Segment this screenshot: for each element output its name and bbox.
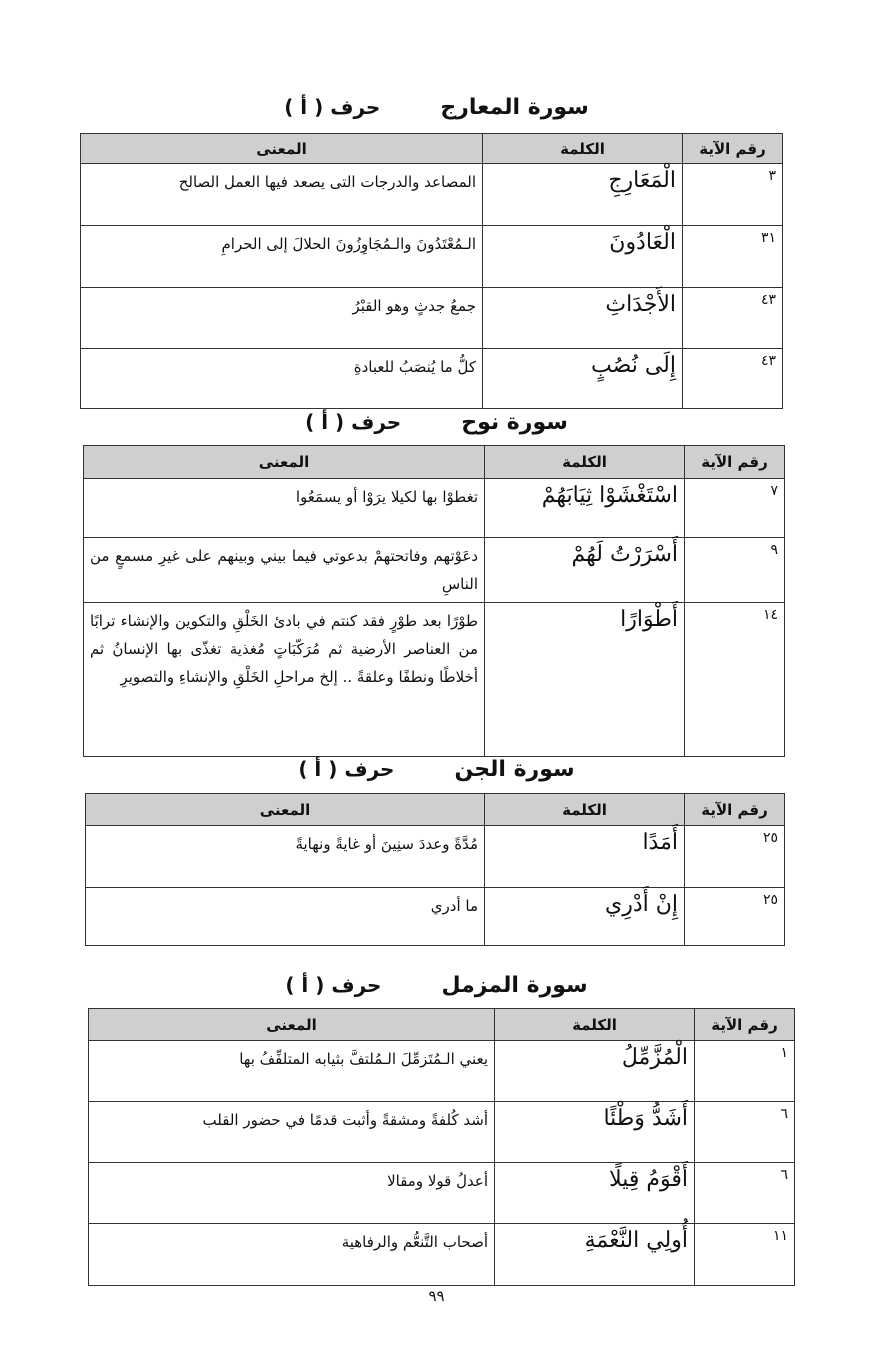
table-row: ٦ أَقْوَمُ قِيلًا أعدلُ قولا ومقالا — [88, 1162, 795, 1224]
verse-number: ٢٥ — [684, 887, 785, 946]
meaning: أشد كُلفةً ومشقةً وأثبت قدمًا في حضور ال… — [88, 1101, 495, 1163]
word-table: رقم الآية الكلمة المعنى ٧ اسْتَغْشَوْا ثِيَا… — [83, 445, 785, 757]
column-header: الكلمة — [484, 445, 685, 479]
harf-label: حرف ( أ ) — [284, 95, 381, 119]
meaning: دعَوْتهم وفاتحتهمْ بدعوتي فيما بيني وبين… — [83, 537, 485, 603]
meaning: كلُّ ما يُنصَبُ للعبادةِ — [80, 348, 483, 409]
harf-label: حرف ( أ ) — [305, 410, 402, 434]
verse-number: ٣ — [682, 163, 783, 226]
column-header: المعنى — [83, 445, 485, 479]
verse-number: ١٤ — [684, 602, 785, 757]
word: اسْتَغْشَوْا ثِيَابَهُمْ — [484, 478, 685, 538]
table-row: ٦ أَشَدُّ وَطْئًا أشد كُلفةً ومشقةً وأثبت … — [88, 1101, 795, 1163]
word: أَشَدُّ وَطْئًا — [494, 1101, 695, 1163]
column-header: الكلمة — [482, 133, 683, 164]
table-row: ١٤ أَطْوَارًا طوْرًا بعد طوْرٍ فقد كنتم في… — [83, 602, 785, 757]
column-header: الكلمة — [484, 793, 685, 826]
column-header: المعنى — [80, 133, 483, 164]
table-row: ٢٥ إِنْ أَدْرِي ما أدري — [85, 887, 785, 946]
column-header: رقم الآية — [684, 445, 785, 479]
word: أَمَدًا — [484, 825, 685, 888]
meaning: ما أدري — [85, 887, 485, 946]
section-title: سورة المعارج حرف ( أ ) — [0, 95, 873, 120]
word-table: رقم الآية الكلمة المعنى ٢٥ أَمَدًا مُدَّةً وع… — [85, 793, 785, 946]
word: أَسْرَرْتُ لَهُمْ — [484, 537, 685, 603]
column-header: رقم الآية — [694, 1008, 795, 1041]
table-row: ٧ اسْتَغْشَوْا ثِيَابَهُمْ تغطوْا بها لكيل… — [83, 478, 785, 538]
word: الأَجْدَاثِ — [482, 287, 683, 349]
word: إِنْ أَدْرِي — [484, 887, 685, 946]
verse-number: ٤٣ — [682, 287, 783, 349]
column-header: المعنى — [85, 793, 485, 826]
section-title: سورة نوح حرف ( أ ) — [0, 410, 873, 435]
table-row: ١١ أُولِي النَّعْمَةِ أصحاب التَّنعُّم وال… — [88, 1223, 795, 1286]
meaning: جمعُ جدثٍ وهو القبْرُ — [80, 287, 483, 349]
meaning: طوْرًا بعد طوْرٍ فقد كنتم في بادئ الخَلْ… — [83, 602, 485, 757]
header-row: رقم الآية الكلمة المعنى — [88, 1008, 795, 1041]
meaning: المصاعد والدرجات التى يصعد فيها العمل ال… — [80, 163, 483, 226]
section-title: سورة الجن حرف ( أ ) — [0, 757, 873, 782]
word-table: رقم الآية الكلمة المعنى ١ الْمُزَّمِّلُ يعني … — [88, 1008, 795, 1286]
word: الْمُزَّمِّلُ — [494, 1040, 695, 1102]
word: إِلَى نُصُبٍ — [482, 348, 683, 409]
table-row: ٩ أَسْرَرْتُ لَهُمْ دعَوْتهم وفاتحتهمْ بدع… — [83, 537, 785, 603]
column-header: الكلمة — [494, 1008, 695, 1041]
column-header: رقم الآية — [684, 793, 785, 826]
table-row: ١ الْمُزَّمِّلُ يعني الـمُتَزمِّلَ الـمُلت… — [88, 1040, 795, 1102]
surah-name: سورة نوح — [461, 410, 568, 435]
verse-number: ١ — [694, 1040, 795, 1102]
harf-label: حرف ( أ ) — [298, 757, 395, 781]
verse-number: ٣١ — [682, 225, 783, 288]
verse-number: ٦ — [694, 1162, 795, 1224]
word: الْمَعَارِجِ — [482, 163, 683, 226]
table-row: ٣١ الْعَادُونَ الـمُعْتَدُونَ والـمُجَاوِز… — [80, 225, 783, 288]
verse-number: ٦ — [694, 1101, 795, 1163]
word: أَقْوَمُ قِيلًا — [494, 1162, 695, 1224]
surah-name: سورة الجن — [454, 757, 575, 782]
meaning: تغطوْا بها لكيلا يرَوْا أو يسمَعُوا — [83, 478, 485, 538]
surah-name: سورة المعارج — [440, 95, 589, 120]
header-row: رقم الآية الكلمة المعنى — [85, 793, 785, 826]
verse-number: ٤٣ — [682, 348, 783, 409]
meaning: يعني الـمُتَزمِّلَ الـمُلتفَّ بثيابه الم… — [88, 1040, 495, 1102]
word: أَطْوَارًا — [484, 602, 685, 757]
surah-name: سورة المزمل — [441, 973, 588, 998]
table-row: ٢٥ أَمَدًا مُدَّةً وعددَ سنِينَ أو غايةً و… — [85, 825, 785, 888]
word: الْعَادُونَ — [482, 225, 683, 288]
meaning: مُدَّةً وعددَ سنِينَ أو غايةً ونهايةً — [85, 825, 485, 888]
table-row: ٤٣ إِلَى نُصُبٍ كلُّ ما يُنصَبُ للعبادةِ — [80, 348, 783, 409]
verse-number: ٩ — [684, 537, 785, 603]
verse-number: ٢٥ — [684, 825, 785, 888]
section-title: سورة المزمل حرف ( أ ) — [0, 973, 873, 998]
table-row: ٤٣ الأَجْدَاثِ جمعُ جدثٍ وهو القبْرُ — [80, 287, 783, 349]
meaning: الـمُعْتَدُونَ والـمُجَاوِزُونَ الحلالَ … — [80, 225, 483, 288]
header-row: رقم الآية الكلمة المعنى — [83, 445, 785, 479]
word-table: رقم الآية الكلمة المعنى ٣ الْمَعَارِجِ المصاع… — [80, 133, 783, 409]
column-header: المعنى — [88, 1008, 495, 1041]
harf-label: حرف ( أ ) — [285, 973, 382, 997]
header-row: رقم الآية الكلمة المعنى — [80, 133, 783, 164]
meaning: أعدلُ قولا ومقالا — [88, 1162, 495, 1224]
column-header: رقم الآية — [682, 133, 783, 164]
table-row: ٣ الْمَعَارِجِ المصاعد والدرجات التى يصعد … — [80, 163, 783, 226]
verse-number: ٧ — [684, 478, 785, 538]
meaning: أصحاب التَّنعُّم والرفاهية — [88, 1223, 495, 1286]
word: أُولِي النَّعْمَةِ — [494, 1223, 695, 1286]
verse-number: ١١ — [694, 1223, 795, 1286]
page-number: ٩٩ — [428, 1287, 445, 1305]
